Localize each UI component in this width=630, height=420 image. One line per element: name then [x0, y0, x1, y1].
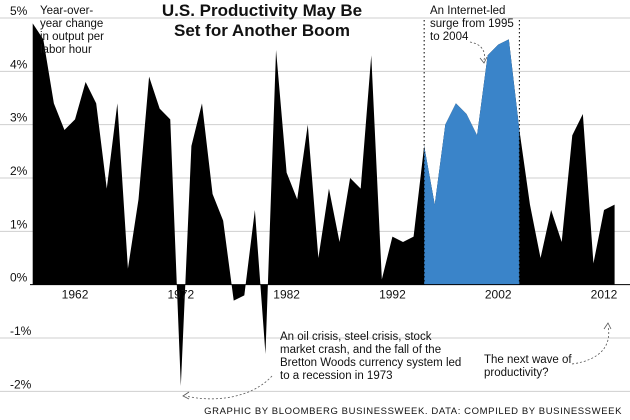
x-tick-label: 2012: [591, 288, 618, 302]
axis-layer: -2% -1% 0% 1% 2% 3% 4% 5% 1962 1972 1982 1992 2002 20…: [10, 4, 630, 391]
x-tick-label: 2002: [485, 288, 512, 302]
annotation-recession: An oil crisis, steel crisis, stock market…: [280, 331, 461, 382]
annotation-next-wave: The next wave of productivity?: [484, 354, 572, 379]
y-axis-label-line: in output per: [40, 31, 104, 43]
annotation-next-wave-arrow: [571, 325, 610, 365]
y-tick-label: 5%: [10, 4, 28, 18]
x-tick-label: 1962: [62, 288, 89, 302]
y-axis-label: Year-over-year change in output per labor …: [40, 5, 104, 56]
chart-title-line: Set for Another Boom: [174, 21, 350, 40]
annotation-recession-line: market crash, and the fall of the: [280, 344, 441, 356]
annotation-recession-line: Bretton Woods currency system led: [280, 357, 461, 369]
series-area-layer: [32, 23, 615, 386]
series-area-highlight: [424, 39, 520, 285]
y-axis-label-line: labor hour: [40, 44, 92, 56]
y-tick-label: 4%: [10, 57, 28, 71]
y-tick-label: 0%: [10, 271, 28, 285]
annotation-internet-line: to 2004: [430, 31, 469, 43]
annotation-internet-line: An Internet-led: [430, 5, 505, 17]
annotation-recession-arrow: [185, 375, 273, 400]
credit-line: GRAPHIC BY BLOOMBERG BUSINESSWEEK. DATA:…: [204, 406, 622, 417]
annotation-layer: Year-over-year change in output per labor …: [40, 1, 622, 417]
y-axis-label-line: year change: [40, 18, 103, 30]
annotation-recession-line: An oil crisis, steel crisis, stock: [280, 331, 432, 343]
annotation-next-wave-line: The next wave of: [484, 354, 572, 366]
annotation-internet-line: surge from 1995: [430, 18, 514, 30]
y-tick-label: 2%: [10, 164, 28, 178]
annotation-recession-line: to a recession in 1973: [280, 370, 393, 382]
x-tick-label: 1972: [167, 288, 194, 302]
chart-title: U.S. Productivity May Be Set for Another …: [162, 1, 362, 40]
y-axis-label-line: Year-over-: [40, 5, 93, 17]
annotation-next-wave-line: productivity?: [484, 367, 549, 379]
y-tick-label: 1%: [10, 217, 28, 231]
annotation-internet-arrow: [469, 41, 485, 61]
annotation-recession-arrowhead: [182, 391, 190, 400]
chart-title-line: U.S. Productivity May Be: [162, 1, 362, 20]
annotation-next-wave-arrowhead: [603, 322, 612, 330]
series-area-black: [32, 23, 615, 386]
annotation-internet-arrowhead: [479, 56, 488, 64]
y-tick-label: -2%: [10, 377, 32, 391]
y-tick-label: 3%: [10, 111, 28, 125]
y-tick-label: -1%: [10, 324, 32, 338]
annotation-internet-surge: An Internet-led surge from 1995 to 2004: [430, 5, 514, 43]
x-tick-label: 1992: [379, 288, 406, 302]
x-tick-label: 1982: [273, 288, 300, 302]
